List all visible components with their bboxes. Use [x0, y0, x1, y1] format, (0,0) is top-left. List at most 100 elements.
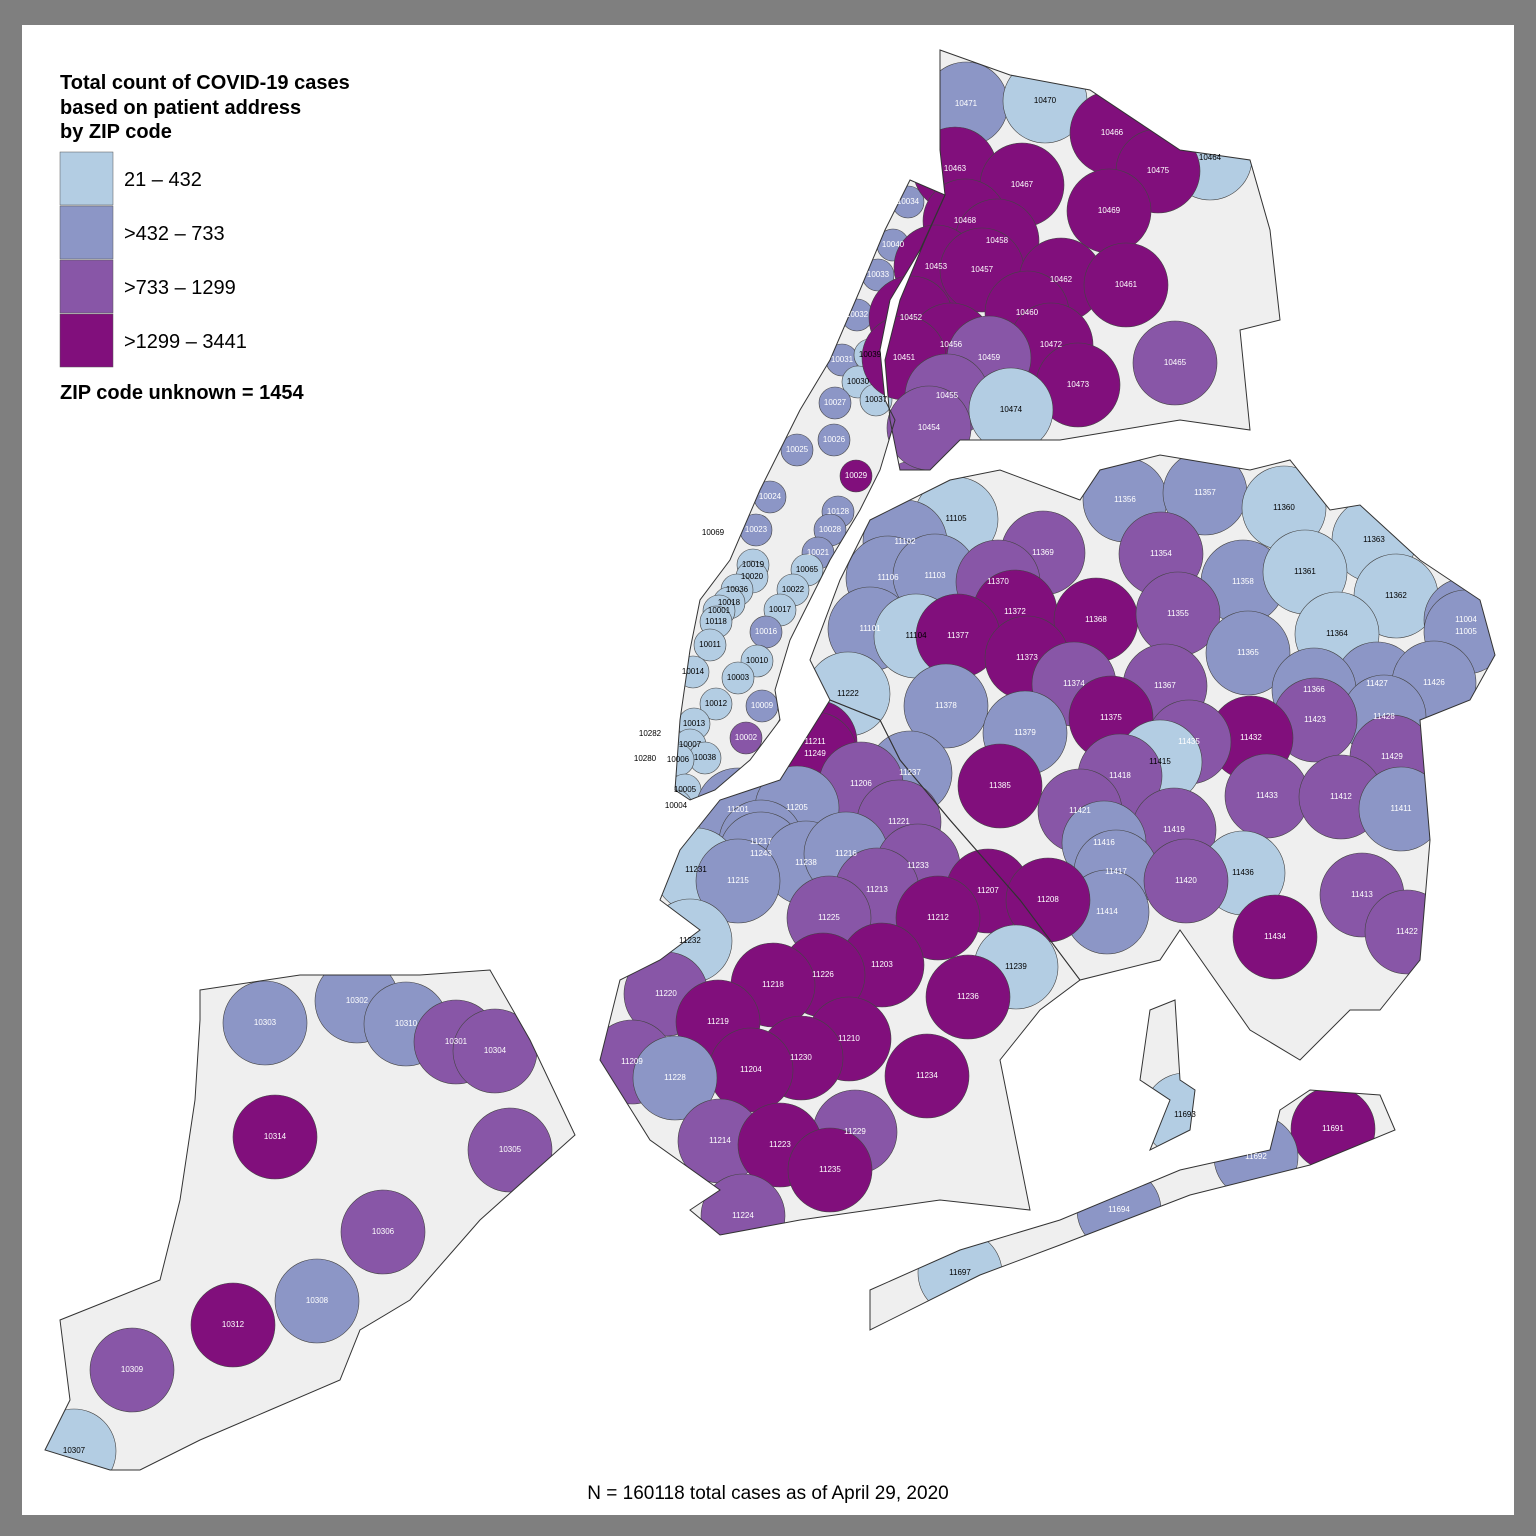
zip-label: 10470 [1034, 96, 1057, 105]
zip-label: 11355 [1167, 609, 1189, 618]
zip-label: 10003 [727, 673, 750, 682]
zip-label: 10466 [1101, 128, 1124, 137]
zip-label: 11205 [786, 803, 808, 812]
borough-outline [884, 49, 1281, 471]
zip-area [1132, 320, 1218, 406]
zip-label: 11432 [1240, 733, 1262, 742]
zip-label: 11228 [664, 1073, 686, 1082]
zip-label: 10462 [1050, 275, 1073, 284]
zip-label: 10455 [936, 391, 959, 400]
zip-label: 11360 [1273, 503, 1295, 512]
zip-label: 11106 [877, 573, 899, 582]
zip-label: 10463 [944, 164, 967, 173]
zip-label: 11103 [924, 571, 946, 580]
zip-label: 11225 [818, 913, 840, 922]
zip-label: 10306 [372, 1227, 395, 1236]
zip-label: 11232 [679, 936, 701, 945]
zip-area [925, 954, 1011, 1040]
zip-label: 11427 [1366, 679, 1388, 688]
legend-label: >432 – 733 [124, 223, 225, 245]
zip-label: 10031 [831, 355, 854, 364]
legend-swatch [59, 313, 114, 368]
zip-label: 10282 [639, 729, 662, 738]
zip-label: 11434 [1264, 932, 1286, 941]
zip-label: 11230 [790, 1053, 812, 1062]
zip-label: 10024 [759, 492, 782, 501]
zip-area [699, 687, 733, 721]
zip-label: 11206 [850, 779, 872, 788]
zip-label: 10017 [769, 605, 792, 614]
unknown-note: ZIP code unknown = 1454 [60, 382, 304, 404]
zip-label: 11223 [769, 1140, 791, 1149]
zip-label: 11362 [1385, 591, 1407, 600]
legend-label: >1299 – 3441 [124, 331, 247, 353]
legend-label: >733 – 1299 [124, 277, 236, 299]
zip-label: 10040 [882, 240, 905, 249]
zip-label: 11370 [987, 577, 1009, 586]
zip-label: 11377 [947, 631, 969, 640]
zip-label: 11218 [762, 980, 784, 989]
footnote: N = 160118 total cases as of April 29, 2… [587, 1483, 948, 1504]
zip-label: 10465 [1164, 358, 1187, 367]
zip-label: 11210 [838, 1034, 860, 1043]
zip-label: 10023 [745, 525, 768, 534]
zip-label: 11212 [927, 913, 949, 922]
zip-label: 11101 [859, 624, 881, 633]
zip-label: 11201 [727, 805, 749, 814]
zip-label: 10118 [705, 617, 727, 626]
zip-label: 10025 [786, 445, 809, 454]
zip-label: 11203 [871, 960, 893, 969]
zip-label: 10452 [900, 313, 923, 322]
zip-area [632, 1035, 718, 1121]
zip-label: 11420 [1175, 876, 1197, 885]
zip-label: 11354 [1150, 549, 1172, 558]
zip-label: 10453 [925, 262, 948, 271]
zip-area [729, 721, 763, 755]
zip-label: 11204 [740, 1065, 762, 1074]
zip-label: 10034 [897, 197, 920, 206]
zip-label: 11419 [1163, 825, 1185, 834]
zip-area [274, 1258, 360, 1344]
zip-area [884, 1033, 970, 1119]
zip-label: 11369 [1032, 548, 1054, 557]
zip-label: 11411 [1390, 804, 1412, 813]
zip-label: 11416 [1093, 838, 1115, 847]
zip-label: 11233 [907, 861, 929, 870]
zip-label: 10014 [682, 667, 705, 676]
zip-label: 10013 [683, 719, 706, 728]
zip-area [818, 386, 852, 420]
zip-label: 11372 [1004, 607, 1026, 616]
zip-area [839, 459, 873, 493]
zip-label: 10016 [755, 627, 778, 636]
zip-area [1083, 242, 1169, 328]
legend-title: Total count of COVID-19 cases [60, 72, 350, 94]
zip-label: 10032 [846, 310, 869, 319]
legend-label: 21 – 432 [124, 169, 202, 191]
zip-label: 10030 [847, 377, 870, 386]
zip-label: 10027 [824, 398, 847, 407]
zip-label: 11694 [1108, 1205, 1130, 1214]
zip-label: 11367 [1154, 681, 1176, 690]
zip-label: 11414 [1096, 907, 1118, 916]
zip-label: 10128 [827, 507, 850, 516]
zip-label: 11426 [1423, 678, 1445, 687]
zip-label: 11222 [837, 689, 859, 698]
zip-label: 11692 [1245, 1152, 1267, 1161]
zip-label: 10460 [1016, 308, 1039, 317]
zip-area [190, 1282, 276, 1368]
zip-label: 10459 [978, 353, 1001, 362]
zip-area [817, 423, 851, 457]
zip-label: 10309 [121, 1365, 144, 1374]
legend-swatch [59, 151, 114, 206]
zip-area [957, 743, 1043, 829]
borough-outline [44, 969, 576, 1471]
zip-label: 10303 [254, 1018, 277, 1027]
zip-label: 10312 [222, 1320, 245, 1329]
zip-area [903, 663, 989, 749]
zip-label: 10021 [807, 548, 830, 557]
zip-label: 10308 [306, 1296, 329, 1305]
zip-label: 11363 [1363, 535, 1385, 544]
zip-label: 11385 [989, 781, 1011, 790]
zip-label: 10304 [484, 1046, 507, 1055]
borough-outline [599, 699, 1081, 1236]
